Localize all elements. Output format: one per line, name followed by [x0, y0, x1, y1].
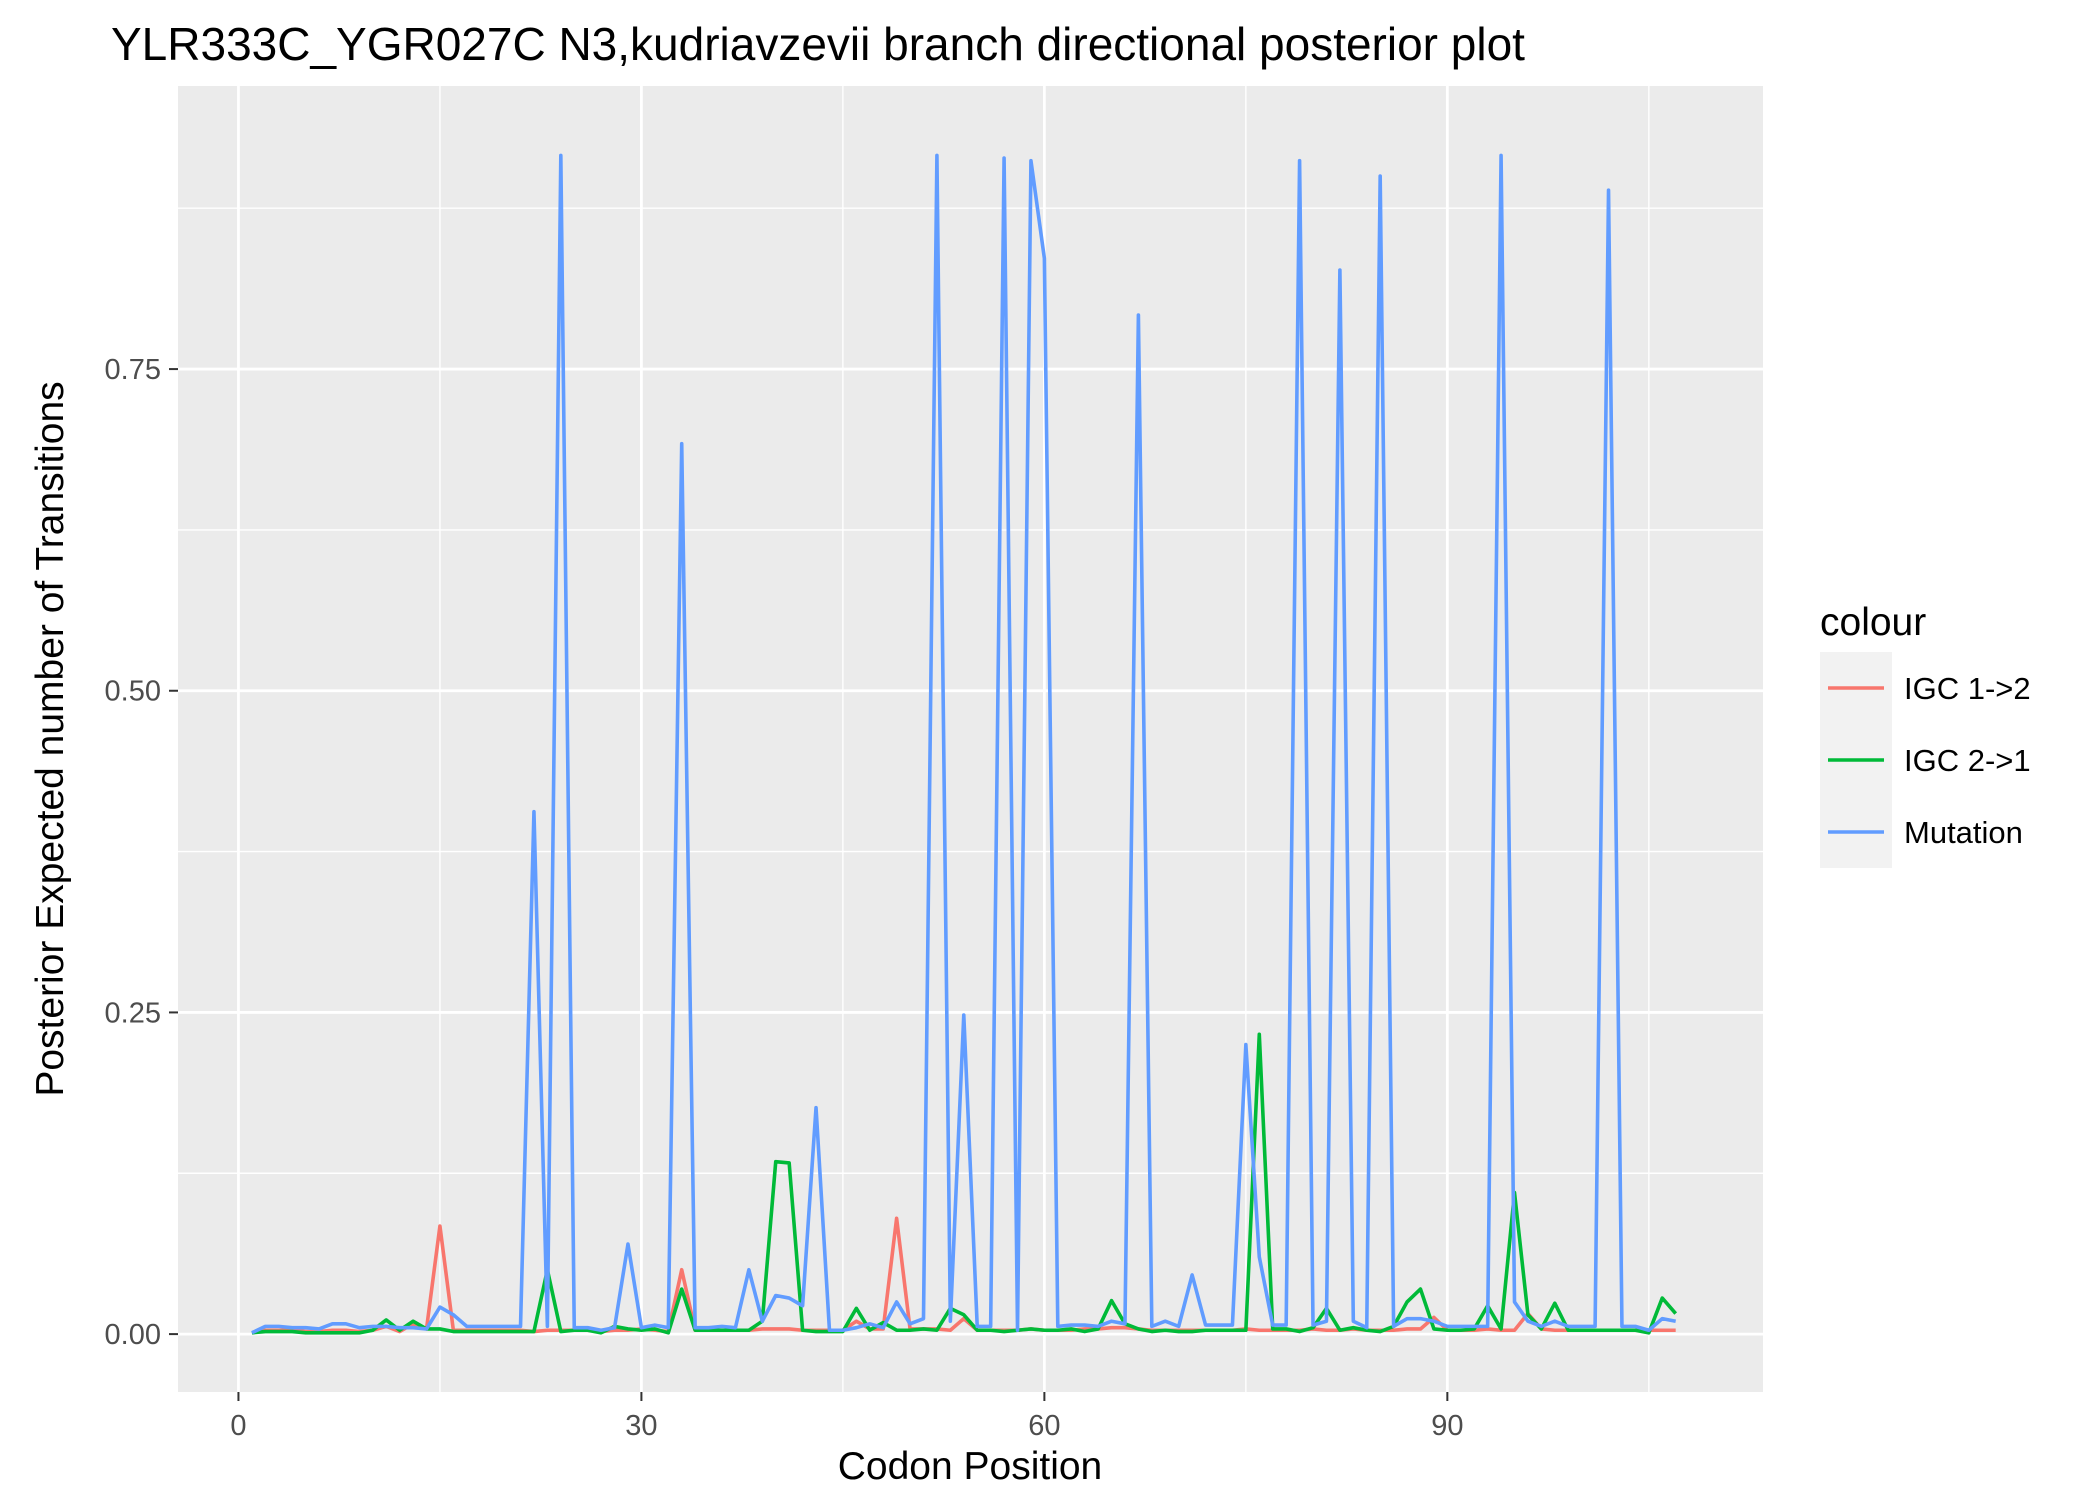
legend-items: IGC 1->2 IGC 2->1 Mutation [1820, 652, 2031, 868]
legend-label: IGC 2->1 [1904, 743, 2031, 778]
x-tick-label: 30 [625, 1410, 657, 1442]
y-tick-label: 0.75 [105, 354, 161, 386]
series-line-1 [251, 1032, 1678, 1335]
y-tick-label: 0.50 [105, 676, 161, 708]
x-axis-ticks: 0 30 60 90 [230, 1392, 1463, 1442]
y-tick-label: 0.00 [105, 1319, 161, 1351]
y-axis-ticks: 0.00 0.25 0.50 0.75 [105, 354, 178, 1351]
series-line-2 [251, 153, 1677, 1335]
y-tick-label: 0.25 [105, 997, 161, 1029]
legend: colour IGC 1->2 IGC 2->1 Mutation [1820, 601, 2031, 868]
grid-minor [178, 86, 1763, 1392]
legend-label: IGC 1->2 [1904, 671, 2031, 706]
x-tick-label: 60 [1028, 1410, 1060, 1442]
legend-title: colour [1820, 601, 1926, 644]
legend-label: Mutation [1904, 815, 2023, 850]
chart-title: YLR333C_YGR027C N3,kudriavzevii branch d… [111, 18, 1525, 70]
series-lines [251, 153, 1678, 1335]
y-axis-title: Posterior Expected number of Transitions [29, 381, 72, 1096]
x-tick-label: 0 [230, 1410, 246, 1442]
x-axis-title: Codon Position [838, 1445, 1103, 1488]
x-tick-label: 90 [1431, 1410, 1463, 1442]
